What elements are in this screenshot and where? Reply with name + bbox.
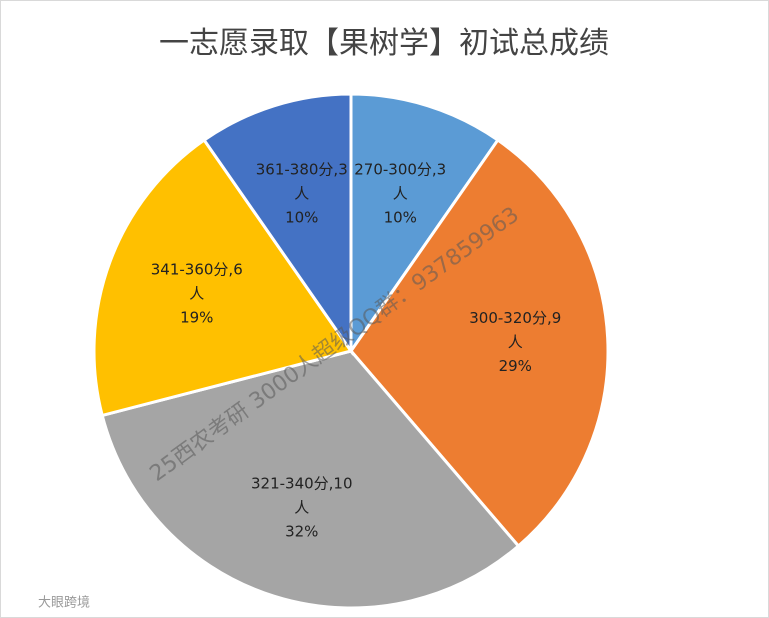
data-label: 人 [294,185,309,203]
data-label: 341-360分,6 [151,260,243,278]
data-label: 270-300分,3 [354,161,446,179]
logo: 大眼跨境 [38,596,90,611]
data-label: 32% [285,522,318,540]
data-label: 10% [384,209,417,227]
chart-title: 一志愿录取【果树学】初试总成绩 [159,26,609,61]
pie-slice [349,92,500,356]
data-label: 300-320分,9 [469,309,561,327]
data-label: 29% [499,357,532,375]
pie-slice [202,92,353,356]
data-label: 人 [294,498,309,516]
pie-slice [100,349,521,610]
data-label: 361-380分,3 [256,161,348,179]
data-label: 人 [508,333,523,351]
data-label: 人 [189,284,204,302]
data-label: 321-340分,10 [251,474,353,492]
data-label: 人 [393,185,408,203]
pie-slice [349,137,610,549]
data-label: 19% [180,308,213,326]
data-label: 10% [285,209,318,227]
pie-slice [92,137,354,418]
